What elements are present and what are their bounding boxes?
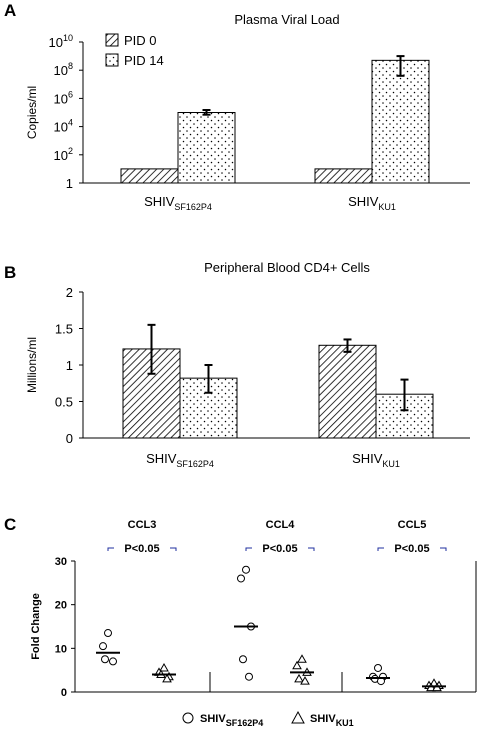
data-point-circle: [242, 565, 250, 574]
significance-bracket: P<0.05: [107, 543, 177, 555]
error-bar: [343, 338, 352, 353]
y-tick-label: 108: [54, 61, 73, 78]
chart-title: Peripheral Blood CD4+ Cells: [204, 260, 370, 275]
data-point-circle: [104, 629, 112, 638]
panel-letter-b: B: [4, 263, 16, 282]
p-value-label: P<0.05: [124, 543, 159, 555]
bracket-left: [245, 547, 252, 551]
p-value-label: P<0.05: [262, 543, 297, 555]
error-bar: [202, 109, 211, 116]
y-tick-label: 102: [54, 146, 73, 163]
bar-pid-0: [314, 168, 373, 184]
data-point-circle: [109, 657, 117, 666]
cd4-cells-chart: Peripheral Blood CD4+ Cells Millions/ml 0 0…: [25, 260, 470, 469]
group-label-ccl4: CCL4: [266, 519, 296, 531]
y-axis-label: Copies/ml: [25, 86, 39, 139]
legend-marker-triangle: [291, 710, 305, 724]
bracket-right: [440, 547, 447, 551]
y-tick-label: 106: [54, 89, 73, 106]
legend: SHIVSF162P4 SHIVKU1: [182, 710, 354, 728]
y-tick-label: 1: [66, 176, 73, 191]
data-point-circle: [374, 663, 382, 672]
category-label: SHIVKU1: [348, 194, 396, 212]
error-bar: [396, 55, 405, 77]
y-axis-label: Fold Change: [30, 593, 42, 660]
y-tick-label: 0.5: [55, 395, 73, 410]
data-point-triangle: [292, 660, 302, 670]
data-point-circle: [239, 655, 247, 664]
error-bar: [204, 364, 213, 394]
bar-pid-14: [371, 59, 430, 184]
data-point-triangle: [159, 662, 169, 672]
bracket-left: [377, 547, 384, 551]
y-tick-label: 10: [55, 643, 67, 655]
error-bar: [400, 378, 409, 412]
legend-label: PID 14: [124, 53, 164, 68]
y-tick-label: 2: [66, 285, 73, 300]
fold-change-chart: Fold Change 0 10 20 30 CCL3 P<0.05 CCL4 P<0.05 CC…: [30, 519, 477, 728]
category-label: SHIVKU1: [352, 451, 400, 469]
y-tick-label: 1.5: [55, 322, 73, 337]
legend-marker-circle: [182, 712, 194, 724]
bracket-left: [107, 547, 114, 551]
data-point-triangle: [300, 676, 310, 685]
y-tick-label: 30: [55, 556, 67, 568]
error-bar: [147, 323, 156, 375]
legend-label: SHIVSF162P4: [200, 713, 263, 728]
data-point-circle: [245, 672, 253, 681]
group-label-ccl5: CCL5: [398, 519, 427, 531]
data-point-circle: [101, 655, 109, 664]
plasma-viral-load-chart: Plasma Viral Load Copies/ml 1 102 104 106 108 1…: [25, 12, 470, 212]
y-tick-label: 20: [55, 600, 67, 612]
data-point-circle: [237, 574, 245, 583]
legend-swatch: [105, 53, 119, 67]
significance-bracket: P<0.05: [377, 543, 447, 555]
category-label: SHIVSF162P4: [144, 194, 212, 212]
bracket-right: [308, 547, 315, 551]
y-tick-label: 0: [61, 687, 67, 699]
y-tick-label: 1: [66, 358, 73, 373]
bar-pid-0: [120, 168, 179, 184]
panel-letter-a: A: [4, 1, 16, 20]
bracket-right: [170, 547, 177, 551]
bar-pid-0: [318, 344, 377, 439]
significance-bracket: P<0.05: [245, 543, 315, 555]
data-point-circle: [99, 642, 107, 651]
group-label-ccl3: CCL3: [128, 519, 157, 531]
p-value-label: P<0.05: [394, 543, 429, 555]
legend-label: SHIVKU1: [310, 713, 354, 728]
bar-pid-14: [177, 112, 236, 184]
y-tick-label: 1010: [49, 33, 73, 50]
legend-label: PID 0: [124, 33, 157, 48]
y-axis-label: Millions/ml: [25, 337, 39, 393]
chart-title: Plasma Viral Load: [234, 12, 339, 27]
data-point-triangle: [162, 673, 172, 683]
y-tick-label: 104: [54, 118, 73, 135]
data-point-triangle: [297, 654, 307, 663]
data-point-triangle: [294, 673, 304, 683]
y-tick-label: 0: [66, 431, 73, 446]
panel-letter-c: C: [4, 515, 16, 534]
category-label: SHIVSF162P4: [146, 451, 214, 469]
legend-swatch: [105, 33, 119, 47]
